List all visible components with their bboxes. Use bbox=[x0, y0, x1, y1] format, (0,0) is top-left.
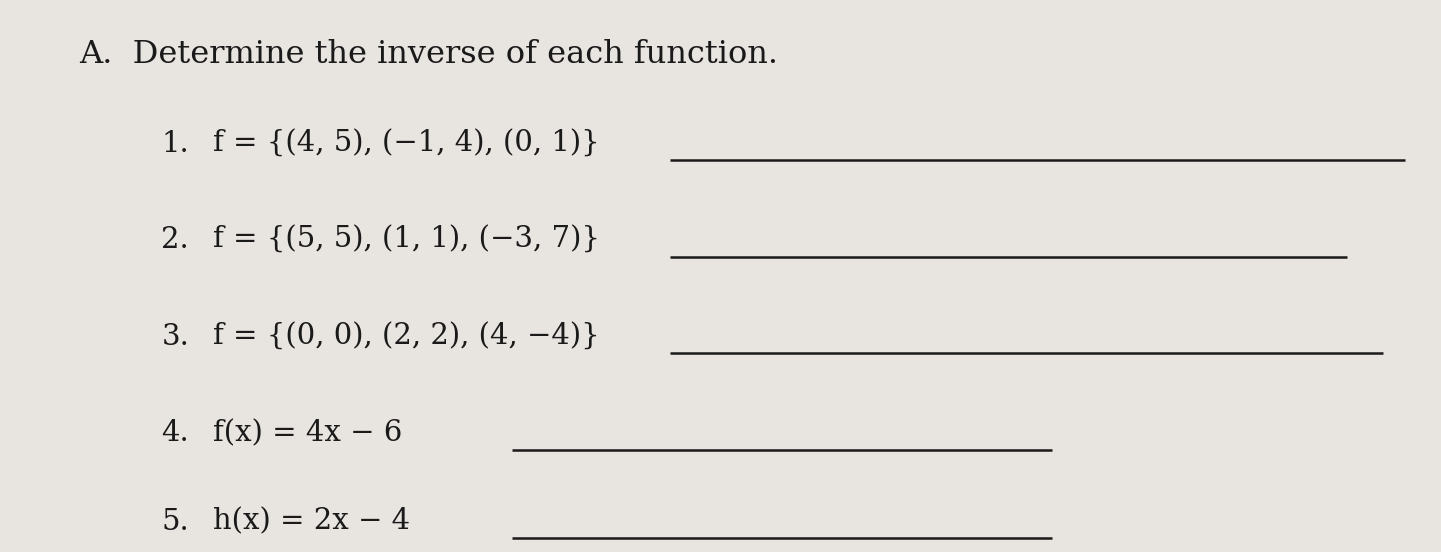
Text: f = {(4, 5), (−1, 4), (0, 1)}: f = {(4, 5), (−1, 4), (0, 1)} bbox=[213, 130, 599, 157]
Text: 4.: 4. bbox=[161, 420, 189, 447]
Text: f = {(0, 0), (2, 2), (4, −4)}: f = {(0, 0), (2, 2), (4, −4)} bbox=[213, 323, 599, 351]
Text: 3.: 3. bbox=[161, 323, 189, 351]
Text: 5.: 5. bbox=[161, 508, 189, 535]
Text: f = {(5, 5), (1, 1), (−3, 7)}: f = {(5, 5), (1, 1), (−3, 7)} bbox=[213, 226, 601, 254]
Text: A.  Determine the inverse of each function.: A. Determine the inverse of each functio… bbox=[79, 39, 778, 70]
Text: 2.: 2. bbox=[161, 226, 189, 254]
Text: 1.: 1. bbox=[161, 130, 189, 157]
Text: f(x) = 4x − 6: f(x) = 4x − 6 bbox=[213, 420, 402, 447]
Text: h(x) = 2x − 4: h(x) = 2x − 4 bbox=[213, 508, 411, 535]
